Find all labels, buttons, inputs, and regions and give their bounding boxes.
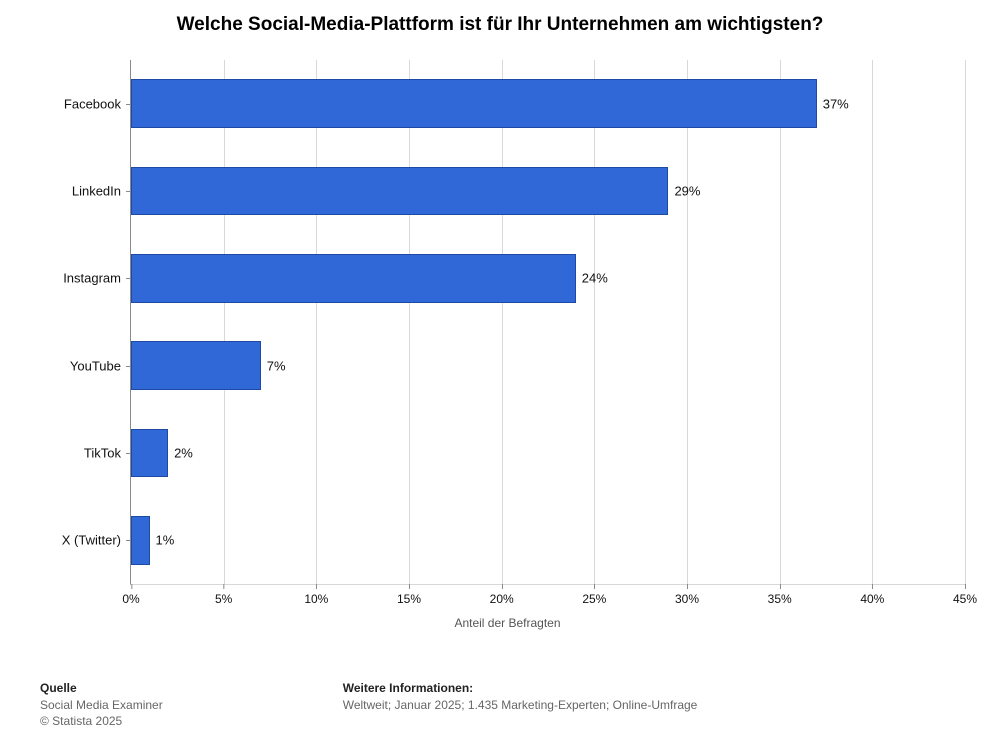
bar [131, 516, 150, 565]
bar-value-label: 37% [823, 96, 849, 111]
footer-source-head: Quelle [40, 681, 163, 695]
x-tick: 25% [582, 584, 606, 606]
category-label: Facebook [64, 96, 131, 111]
footer-source-line2: © Statista 2025 [40, 713, 163, 729]
x-tick: 30% [675, 584, 699, 606]
chart-container: 0%5%10%15%20%25%30%35%40%45%Facebook37%L… [40, 60, 975, 640]
x-tick: 10% [304, 584, 328, 606]
grid-line [224, 60, 225, 584]
bar-row: TikTok2% [131, 429, 965, 478]
bar-row: LinkedIn29% [131, 167, 965, 216]
x-tick: 40% [860, 584, 884, 606]
footer-source-line1: Social Media Examiner [40, 697, 163, 713]
chart-title: Welche Social-Media-Plattform ist für Ih… [0, 0, 1000, 44]
bar-row: X (Twitter)1% [131, 516, 965, 565]
grid-line [316, 60, 317, 584]
grid-line [594, 60, 595, 584]
footer-source: Quelle Social Media Examiner © Statista … [40, 681, 163, 729]
category-label: X (Twitter) [62, 533, 131, 548]
category-label: LinkedIn [72, 183, 131, 198]
bar-value-label: 24% [582, 271, 608, 286]
x-axis-label: Anteil der Befragten [40, 616, 975, 630]
bar-value-label: 2% [174, 445, 193, 460]
x-tick: 15% [397, 584, 421, 606]
bar [131, 429, 168, 478]
grid-line [780, 60, 781, 584]
footer-info-line1: Weltweit; Januar 2025; 1.435 Marketing-E… [343, 697, 698, 713]
category-label: YouTube [70, 358, 131, 373]
bar-value-label: 1% [156, 533, 175, 548]
bar [131, 341, 261, 390]
footer-info-head: Weitere Informationen: [343, 681, 698, 695]
plot-area: 0%5%10%15%20%25%30%35%40%45%Facebook37%L… [130, 60, 965, 585]
footer: Quelle Social Media Examiner © Statista … [40, 681, 975, 729]
x-tick: 35% [768, 584, 792, 606]
grid-line [687, 60, 688, 584]
category-label: TikTok [84, 445, 131, 460]
bar-row: Instagram24% [131, 254, 965, 303]
bar-row: YouTube7% [131, 341, 965, 390]
footer-info: Weitere Informationen: Weltweit; Januar … [343, 681, 698, 729]
grid-line [872, 60, 873, 584]
x-tick: 5% [215, 584, 232, 606]
grid-line [409, 60, 410, 584]
x-tick: 20% [490, 584, 514, 606]
category-label: Instagram [63, 271, 131, 286]
bar-value-label: 7% [267, 358, 286, 373]
x-tick: 0% [122, 584, 139, 606]
bar [131, 79, 817, 128]
bar [131, 254, 576, 303]
x-tick: 45% [953, 584, 977, 606]
bar [131, 167, 668, 216]
bar-row: Facebook37% [131, 79, 965, 128]
grid-line [502, 60, 503, 584]
bar-value-label: 29% [674, 183, 700, 198]
grid-line [965, 60, 966, 584]
